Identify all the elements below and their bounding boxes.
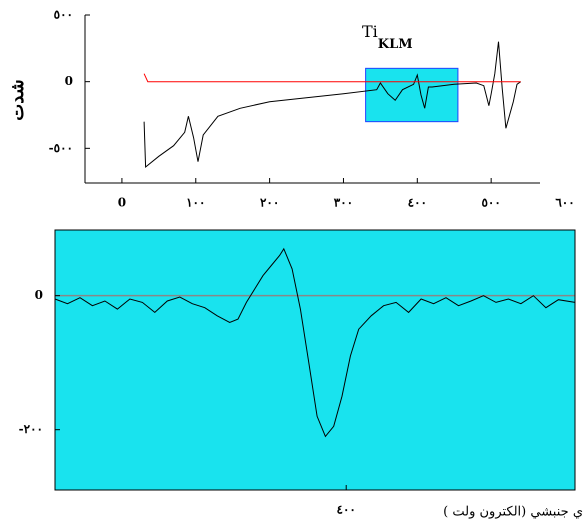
data-line xyxy=(143,73,521,83)
plot-frame xyxy=(54,229,576,491)
y-tick-label: 0 xyxy=(35,288,43,302)
x-tick-label: ٢٠٠ xyxy=(260,196,279,210)
data-line xyxy=(54,247,576,438)
y-tick-label: ٥٠٠ xyxy=(54,8,73,22)
x-tick-label: ٥٠٠ xyxy=(481,196,500,210)
x-tick-label: ٣٠٠ xyxy=(334,196,353,210)
x-tick-label: ٤٠٠ xyxy=(408,196,427,210)
y-tick-label: -٢٠٠ xyxy=(19,422,43,436)
x-tick-label: 0 xyxy=(118,196,126,210)
x-axis-label: ي جنبشي (الكترون ولت ) xyxy=(443,505,583,520)
annotation-text: Ti xyxy=(362,22,378,41)
annotation: TiKLM xyxy=(362,22,413,52)
y-tick-label: 0 xyxy=(65,74,73,88)
y-tick-label: -٥٠٠ xyxy=(49,141,73,155)
data-line xyxy=(143,41,521,169)
annotation-sub: KLM xyxy=(378,37,413,52)
x-tick-label: ٦٠٠ xyxy=(555,196,574,210)
highlight-box xyxy=(365,67,459,123)
x-tick-label: ١٠٠ xyxy=(186,196,205,210)
x-tick-label: ٤٠٠ xyxy=(337,503,356,517)
y-axis-label: شدت xyxy=(7,79,28,120)
plot-background xyxy=(55,230,575,490)
